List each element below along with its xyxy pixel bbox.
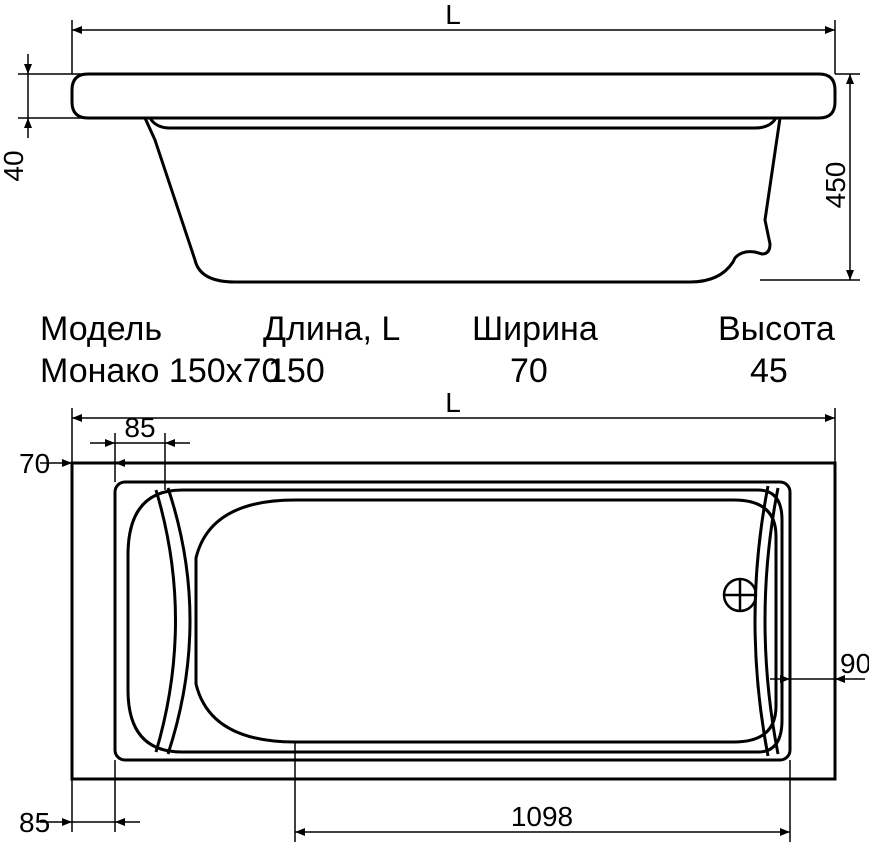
th-length: Длина, L bbox=[263, 310, 400, 348]
top-view: L 70 85 bbox=[19, 387, 869, 842]
technical-drawing: L 40 450 bbox=[0, 0, 869, 846]
dim-length-top: L bbox=[72, 0, 835, 74]
left-arc-inner bbox=[156, 490, 176, 752]
dim-label-85t: 85 bbox=[124, 412, 155, 443]
spec-table: Модель Длина, L Ширина Высота Монако 150… bbox=[40, 310, 835, 390]
dim-label-70: 70 bbox=[19, 448, 50, 479]
dim-90: 90 bbox=[770, 500, 869, 690]
th-model: Модель bbox=[40, 310, 162, 348]
top-floor bbox=[196, 500, 776, 742]
side-view: L 40 450 bbox=[0, 0, 860, 282]
td-length: 150 bbox=[268, 352, 325, 390]
dim-85-bottom: 85 bbox=[19, 760, 140, 838]
drain-icon bbox=[724, 579, 756, 611]
td-height: 45 bbox=[750, 352, 788, 390]
dim-length-top2: L bbox=[72, 387, 835, 463]
dim-70: 70 bbox=[19, 433, 140, 482]
dim-label-40: 40 bbox=[0, 150, 29, 181]
th-width: Ширина bbox=[472, 310, 598, 348]
th-height: Высота bbox=[718, 310, 835, 348]
side-tub-body bbox=[145, 118, 780, 282]
td-width: 70 bbox=[510, 352, 548, 390]
dim-label-450: 450 bbox=[820, 162, 851, 209]
left-arc-outer bbox=[168, 488, 190, 754]
top-basin bbox=[128, 490, 782, 752]
dim-label-1098: 1098 bbox=[511, 801, 573, 832]
dim-label-L2: L bbox=[445, 387, 461, 418]
dim-height-450: 450 bbox=[760, 74, 860, 280]
dim-label-L: L bbox=[445, 0, 461, 30]
dim-85-top: 85 bbox=[90, 412, 190, 490]
dim-1098: 1098 bbox=[295, 742, 790, 842]
side-outline bbox=[72, 74, 835, 282]
dim-label-85b: 85 bbox=[19, 807, 50, 838]
top-outer-rect bbox=[72, 463, 835, 779]
dim-label-90: 90 bbox=[840, 648, 869, 679]
td-model: Монако 150x70 bbox=[40, 352, 280, 390]
